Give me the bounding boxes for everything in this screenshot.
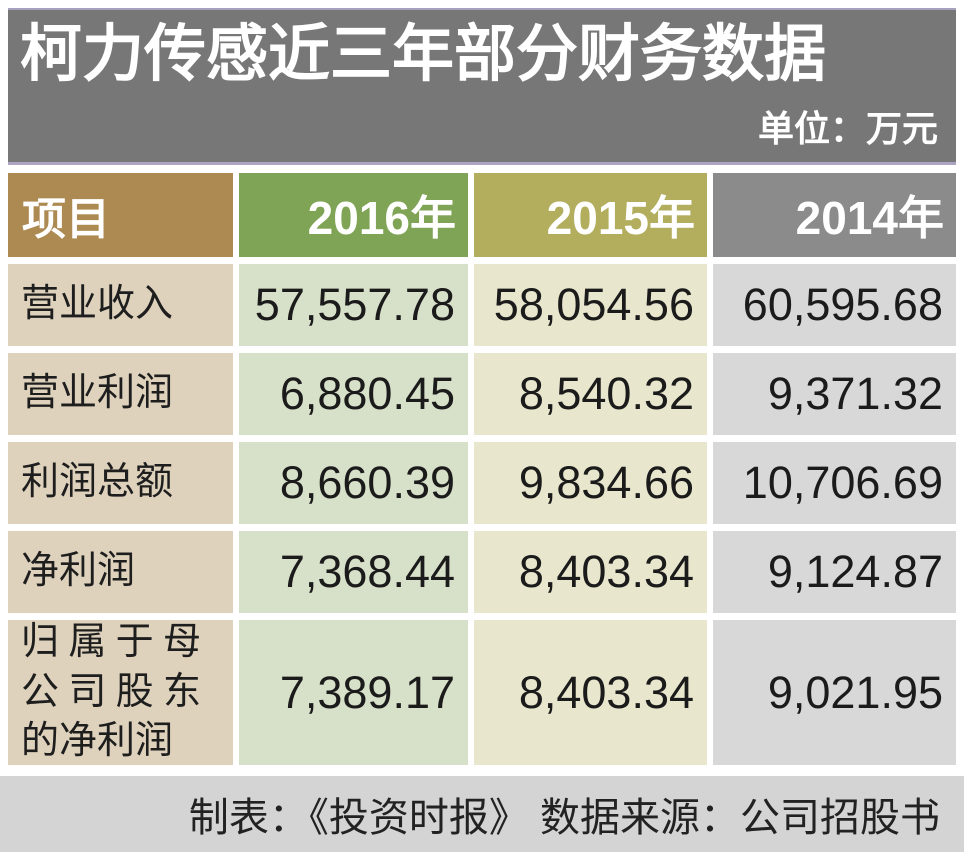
credit-bar: 制表：《投资时报》 数据来源：公司招股书: [0, 776, 964, 852]
row-label-text: 营业利润: [21, 372, 174, 415]
financial-table: 项目 2016年 2015年 2014年 营业收入 57,557.78 58,0…: [8, 173, 956, 765]
row-net-profit-label: 净利润: [8, 531, 233, 613]
row-operating-profit-value-2016: 6,880.45: [239, 353, 468, 435]
column-header-2015: 2015年: [474, 173, 707, 257]
row-parent-net-profit-value-2015: 8,403.34: [474, 620, 707, 765]
row-total-profit-value-2016: 8,660.39: [239, 442, 468, 524]
row-revenue-value-2014: 60,595.68: [713, 264, 956, 346]
column-header-2014: 2014年: [713, 173, 956, 257]
row-label-text: 归属于母公司股东的净利润: [21, 621, 201, 763]
row-net-profit-value-2016: 7,368.44: [239, 531, 468, 613]
row-parent-net-profit-label: 归属于母公司股东的净利润: [8, 620, 233, 765]
row-operating-profit-value-2015: 8,540.32: [474, 353, 707, 435]
row-net-profit-value-2015: 8,403.34: [474, 531, 707, 613]
row-label-text: 净利润: [21, 550, 136, 593]
row-operating-profit-value-2014: 9,371.32: [713, 353, 956, 435]
row-operating-profit-label: 营业利润: [8, 353, 233, 435]
column-header-item: 项目: [8, 173, 233, 257]
row-parent-net-profit-value-2016: 7,389.17: [239, 620, 468, 765]
row-revenue-value-2015: 58,054.56: [474, 264, 707, 346]
row-revenue-value-2016: 57,557.78: [239, 264, 468, 346]
row-label-text: 营业收入: [21, 283, 174, 326]
page-title: 柯力传感近三年部分财务数据: [20, 20, 827, 89]
row-net-profit-value-2014: 9,124.87: [713, 531, 956, 613]
column-header-2016: 2016年: [239, 173, 468, 257]
title-block: 柯力传感近三年部分财务数据 单位：万元: [8, 8, 956, 165]
row-total-profit-value-2015: 9,834.66: [474, 442, 707, 524]
row-label-text: 利润总额: [21, 461, 174, 504]
row-revenue-label: 营业收入: [8, 264, 233, 346]
row-total-profit-value-2014: 10,706.69: [713, 442, 956, 524]
credit-source-text: 制表：《投资时报》 数据来源：公司招股书: [188, 796, 940, 840]
unit-label: 单位：万元: [757, 108, 938, 149]
row-total-profit-label: 利润总额: [8, 442, 233, 524]
row-parent-net-profit-value-2014: 9,021.95: [713, 620, 956, 765]
